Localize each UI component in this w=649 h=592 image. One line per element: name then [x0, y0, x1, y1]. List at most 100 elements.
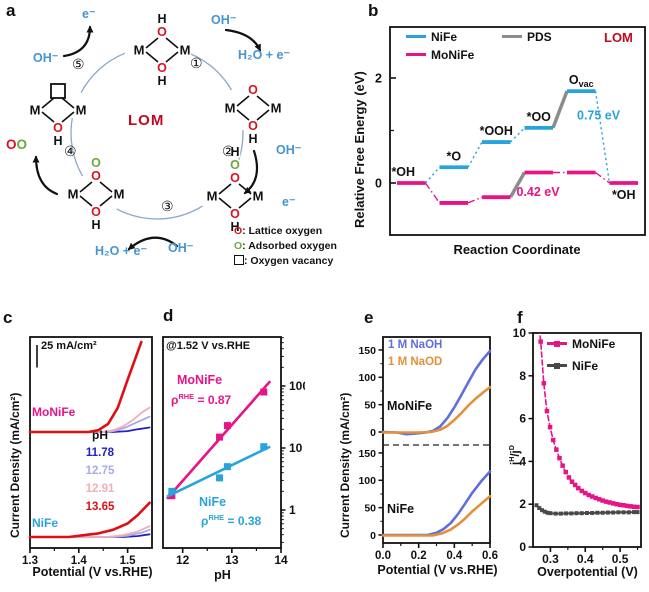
data-point-monife: [536, 318, 541, 323]
data-point-monife: [583, 490, 588, 496]
metal-atom: M: [68, 187, 79, 202]
metal-atom: M: [271, 101, 282, 116]
data-point-nife: [635, 510, 640, 515]
step-3-marker: ③: [161, 198, 174, 214]
cycle-arc-2: [235, 129, 244, 169]
bond: [61, 97, 75, 109]
e-y-axis-title: Current Density (mA/cm²): [338, 392, 352, 538]
rho-value: = 0.38: [224, 514, 262, 528]
reaction-arrow-3: [127, 236, 179, 251]
reaction-arrow-1: [224, 28, 262, 52]
data-point-nife: [569, 511, 574, 516]
nife-marker-swatch: [547, 362, 567, 369]
hydroxide-label-bottom: OH⁻: [168, 241, 194, 255]
data-point-monife: [628, 504, 633, 509]
oxygen-atom: O: [248, 83, 258, 97]
cycle-arc-5: [80, 52, 126, 93]
d-monife-label: MoNiFe: [177, 373, 223, 387]
b-legend-monife-label: MoNiFe: [431, 48, 475, 62]
state-sub: vac: [579, 79, 594, 89]
cycle-arc-3: [116, 205, 203, 220]
c-ph-value-4: 13.65: [85, 501, 115, 513]
data-point-monife: [603, 499, 609, 504]
panel-e-label: e: [364, 308, 374, 327]
monife-marker-swatch: [547, 340, 567, 347]
state-label-OOH: *OOH: [480, 124, 513, 138]
rho-symbol: ρ: [201, 514, 209, 528]
bond: [79, 195, 93, 207]
lsv-curve-nife-ph12.91: [29, 525, 151, 538]
data-point-monife: [544, 408, 550, 414]
hydrogen-atom: H: [248, 132, 257, 146]
c-ph-value-2: 12.75: [85, 465, 115, 477]
nife-square-marker: [554, 362, 560, 369]
y-tick-label: 2: [519, 497, 526, 511]
data-point-monife: [541, 381, 547, 386]
monife-line-swatch: [406, 52, 426, 56]
e-x-axis-title: Potential (V vs.RHE): [377, 563, 498, 577]
state-label-OH: *OH: [391, 165, 415, 179]
data-point-monife: [614, 501, 619, 507]
d-monife-slope: ρRHE = 0.87: [171, 392, 231, 407]
b-legend-nife: NiFe: [406, 30, 457, 44]
jd-symbol: /j: [509, 450, 522, 457]
connector-nife: [594, 91, 611, 184]
panel-c-label: c: [3, 308, 13, 327]
panel-e: 0 50 100 150 0 50 100 150 0.0 0.2 0.4 0.6 e Current…: [330, 295, 508, 592]
data-point-monife: [586, 492, 591, 498]
bond: [238, 183, 252, 195]
y-tick-label: 0: [375, 177, 382, 191]
hydrogen-atom: H: [157, 74, 166, 88]
connector-nife: [467, 141, 483, 168]
pds-line-swatch: [502, 34, 522, 38]
data-point-nife: [216, 474, 224, 482]
isotope-curve-nife-naod: [381, 494, 492, 537]
jh-symbol: j: [509, 461, 522, 465]
oxygen-atom: O: [157, 25, 167, 39]
data-point-nife: [626, 510, 631, 515]
b-mechanism-annotation: LOM: [604, 30, 633, 45]
data-point-monife: [569, 479, 575, 484]
vacancy-square-icon: [234, 255, 244, 265]
f-x-axis-title: Overpotential (V): [537, 565, 638, 579]
e-legend-naod: 1 M NaOD: [388, 356, 443, 368]
reaction-arrow-2: [243, 149, 259, 195]
data-point-nife: [590, 510, 595, 515]
c-plot-frame: [29, 336, 153, 549]
state-label-O: *O: [446, 149, 461, 163]
panel-f: 0 2 4 6 8 10 0.3 0.4 0.5 f jH/jD Overpotential (…: [505, 295, 649, 592]
f-curves: [534, 318, 640, 516]
hydroxide-label-right: OH⁻: [276, 143, 302, 157]
data-point-nife: [632, 510, 637, 515]
e-nife-section-label: NiFe: [387, 502, 415, 516]
x-tick-label: 0.4: [577, 552, 594, 566]
data-point-monife: [572, 482, 578, 488]
oxygen-symbol: O: [234, 225, 243, 237]
e-legend-naoh: 1 M NaOH: [388, 339, 443, 351]
data-point-nife: [534, 503, 539, 508]
b-x-axis-title: Reaction Coordinate: [453, 242, 581, 257]
c-ph-value-3: 12.91: [85, 483, 115, 495]
bond: [79, 181, 93, 193]
oxygen-type-legend: O: Lattice oxygen O: Adsorbed oxygen: Oxy…: [234, 224, 337, 269]
d-nife-slope: ρRHE = 0.38: [201, 513, 261, 528]
data-point-monife: [223, 422, 231, 430]
d-nife-label: NiFe: [199, 495, 227, 509]
step-1-marker: ①: [190, 55, 203, 71]
data-point-monife: [538, 339, 543, 344]
x-tick-label: 0.4: [446, 550, 463, 562]
lsv-curve-monife-ph13.65: [28, 340, 143, 434]
metal-atom: M: [253, 189, 264, 204]
bond: [165, 51, 179, 63]
data-point-monife: [589, 494, 595, 499]
adsorbed-o-atom: O: [16, 137, 28, 152]
y-tick-label: 150: [358, 345, 376, 357]
connector-monife: [467, 196, 483, 204]
c-y-axis-title: Current Density (mA/cm²): [8, 392, 22, 538]
bond: [145, 51, 159, 63]
barrier-label-nife: 0.75 eV: [577, 109, 621, 123]
data-point-nife: [260, 443, 268, 451]
data-point-monife: [563, 469, 568, 475]
f-legend-monife-label: MoNiFe: [572, 337, 616, 351]
